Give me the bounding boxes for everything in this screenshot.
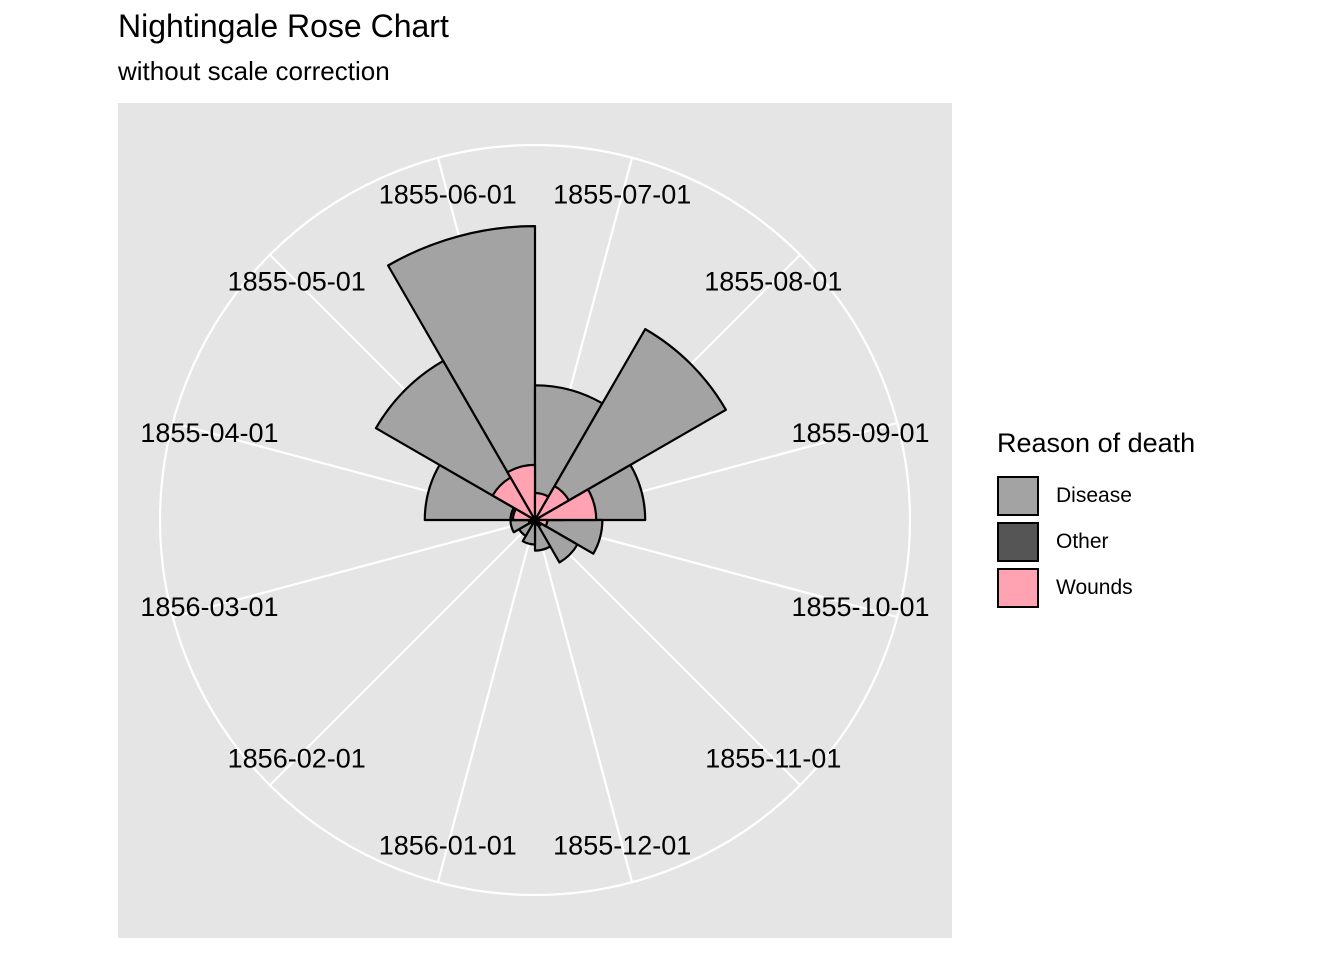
legend-title: Reason of death (997, 428, 1196, 458)
legend-label-wounds: Wounds (1056, 576, 1133, 599)
category-label: 1855-10-01 (791, 592, 929, 622)
label-layer: 1855-06-01 1855-07-01 1855-08-01 1855-09-01… (140, 179, 929, 860)
grid-circle (158, 143, 912, 897)
category-label: 1855-11-01 (705, 743, 841, 773)
wedge-disease-1855-06-01 (386, 225, 537, 522)
wedge-disease-1855-11-01 (533, 518, 579, 564)
category-label: 1855-07-01 (553, 179, 691, 209)
category-label: 1855-08-01 (704, 267, 842, 297)
legend-item-disease: Disease (997, 473, 1195, 519)
grid-spoke (172, 518, 536, 619)
category-label: 1855-12-01 (553, 831, 691, 861)
wedge-disease-1855-05-01 (374, 359, 537, 522)
grid-spoke (269, 519, 536, 786)
bar-layer (374, 225, 727, 564)
chart-title: Nightingale Rose Chart (118, 8, 449, 44)
legend-key-wounds (997, 568, 1039, 608)
category-label: 1856-01-01 (379, 831, 517, 861)
legend: Reason of death Disease Other Wounds (997, 428, 1195, 611)
legend-label-disease: Disease (1056, 484, 1132, 507)
grid-spoke (436, 519, 537, 883)
category-label: 1855-06-01 (379, 179, 517, 209)
wedge-wounds-1855-05-01 (491, 476, 537, 522)
legend-item-other: Other (997, 519, 1195, 565)
legend-item-wounds: Wounds (997, 565, 1195, 611)
category-label: 1855-09-01 (791, 418, 929, 448)
legend-label-other: Other (1056, 530, 1109, 553)
chart-subtitle: without scale correction (118, 56, 390, 86)
wedge-disease-1855-10-01 (533, 518, 604, 555)
category-label: 1856-02-01 (228, 743, 366, 773)
grid-spoke (534, 519, 801, 786)
wedge-disease-1855-08-01 (533, 328, 727, 522)
legend-key-disease (997, 476, 1039, 516)
grid-spoke (533, 519, 634, 883)
legend-key-other (997, 522, 1039, 562)
wedge-disease-1855-12-01 (533, 518, 552, 552)
category-label: 1855-05-01 (228, 267, 366, 297)
category-label: 1855-04-01 (140, 418, 278, 448)
category-label: 1856-03-01 (140, 592, 278, 622)
wedge-wounds-1855-09-01 (533, 488, 598, 522)
